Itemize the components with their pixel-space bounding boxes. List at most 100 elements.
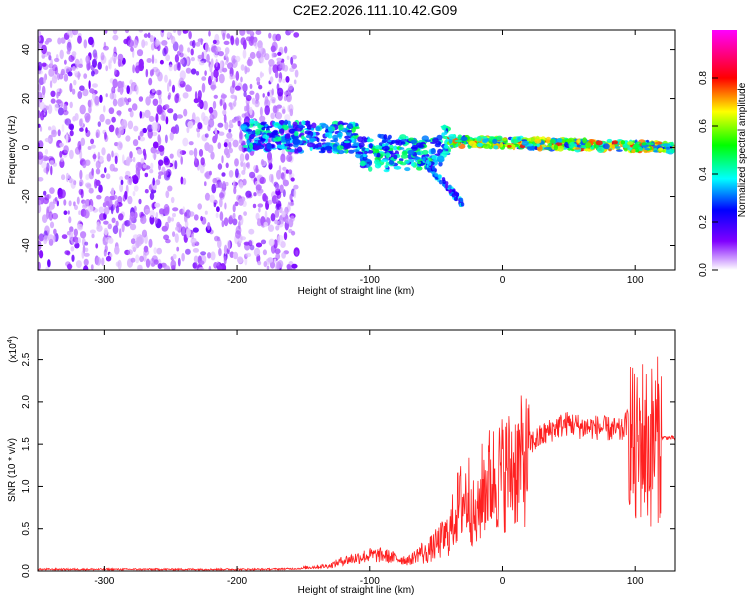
heatmap-cell [362, 156, 368, 161]
heatmap-cell [306, 125, 312, 130]
heatmap-cell [257, 203, 264, 208]
y-tick-label: 0.0 [21, 564, 32, 578]
heatmap-cell [141, 39, 146, 49]
heatmap-cell [138, 198, 142, 205]
heatmap-cell [222, 32, 226, 41]
heatmap-cell [258, 84, 263, 90]
heatmap-cell [263, 221, 269, 228]
heatmap-cell [188, 141, 194, 146]
heatmap-cell [219, 60, 223, 70]
heatmap-cell [80, 231, 87, 239]
heatmap-cell [180, 58, 185, 65]
heatmap-cell [182, 30, 189, 34]
heatmap-cell [169, 153, 174, 159]
heatmap-cell [476, 135, 482, 142]
heatmap-cell [320, 146, 326, 153]
heatmap-cell [606, 138, 613, 143]
heatmap-cell [220, 94, 227, 99]
heatmap-cell [140, 157, 145, 165]
heatmap-cell [164, 74, 168, 83]
heatmap-cell [357, 151, 364, 155]
heatmap-cell [608, 148, 612, 152]
heatmap-cell [99, 113, 105, 123]
heatmap-cell [119, 142, 123, 149]
heatmap-cell [169, 132, 174, 141]
heatmap-cell [64, 59, 67, 65]
heatmap-cell [468, 140, 476, 147]
heatmap-cell [208, 265, 212, 270]
heatmap-cell [157, 134, 161, 143]
heatmap-cell [145, 258, 151, 268]
heatmap-cell [95, 256, 102, 266]
heatmap-cell [168, 80, 172, 87]
heatmap-cell [61, 234, 68, 240]
heatmap-cell [83, 252, 90, 257]
heatmap-cell [66, 263, 73, 270]
heatmap-cell [259, 176, 266, 185]
heatmap-cell [131, 175, 138, 180]
heatmap-cell [245, 153, 250, 161]
heatmap-cell [182, 137, 189, 147]
heatmap-cell [201, 82, 206, 93]
heatmap-cell [112, 98, 118, 107]
heatmap-cell [50, 90, 56, 98]
heatmap-cell [129, 151, 133, 159]
heatmap-cell [168, 92, 172, 98]
heatmap-cell [204, 70, 207, 76]
heatmap-cell [383, 169, 390, 173]
heatmap-cell [221, 172, 226, 177]
heatmap-cell [90, 144, 96, 149]
y-tick-label: -40 [21, 238, 32, 253]
heatmap-cell [105, 173, 111, 180]
heatmap-cell [165, 239, 171, 244]
heatmap-cell [258, 132, 267, 135]
heatmap-cell [448, 134, 456, 140]
heatmap-cell [77, 223, 84, 231]
heatmap-cell [556, 145, 564, 152]
heatmap-cell [155, 89, 162, 96]
heatmap-cell [219, 181, 223, 189]
heatmap-cell [283, 231, 288, 241]
heatmap-cell [100, 52, 105, 61]
heatmap-cell [210, 251, 216, 261]
heatmap-cell [87, 205, 94, 213]
heatmap-cell [167, 216, 171, 224]
heatmap-cell [381, 139, 387, 143]
heatmap-cell [170, 126, 177, 134]
heatmap-cell [633, 144, 640, 149]
heatmap-cell [147, 129, 153, 139]
heatmap-cell [246, 193, 250, 199]
heatmap-cell [336, 145, 344, 151]
heatmap-cell [248, 240, 253, 247]
heatmap-cell [148, 238, 153, 248]
heatmap-cell [374, 159, 380, 165]
heatmap-cell [137, 135, 141, 141]
heatmap-cell [154, 216, 158, 224]
heatmap-cell [275, 203, 281, 211]
heatmap-cell [243, 211, 248, 217]
y-tick-label: -20 [21, 189, 32, 204]
heatmap-cell [274, 123, 280, 126]
heatmap-cell [46, 206, 51, 214]
heatmap-cell [47, 259, 51, 267]
heatmap-cell [270, 213, 276, 222]
heatmap-cell [160, 114, 166, 121]
heatmap-cell [670, 141, 674, 147]
heatmap-cell [135, 254, 140, 264]
heatmap-cell [132, 139, 139, 147]
heatmap-cell [285, 76, 290, 83]
heatmap-cell [407, 149, 415, 155]
heatmap-cell [158, 159, 164, 166]
heatmap-cell [361, 136, 367, 140]
heatmap-cell [63, 210, 68, 215]
heatmap-cell [49, 80, 53, 89]
heatmap-cell [90, 98, 93, 108]
heatmap-cell [190, 68, 197, 75]
heatmap-cell [215, 212, 219, 218]
heatmap-cell [158, 171, 164, 176]
heatmap-cell [285, 133, 291, 139]
colorbar-tick-label: 0.6 [698, 119, 709, 133]
heatmap-cell [173, 113, 178, 121]
heatmap-cell [368, 143, 373, 149]
heatmap-cell [92, 83, 98, 88]
